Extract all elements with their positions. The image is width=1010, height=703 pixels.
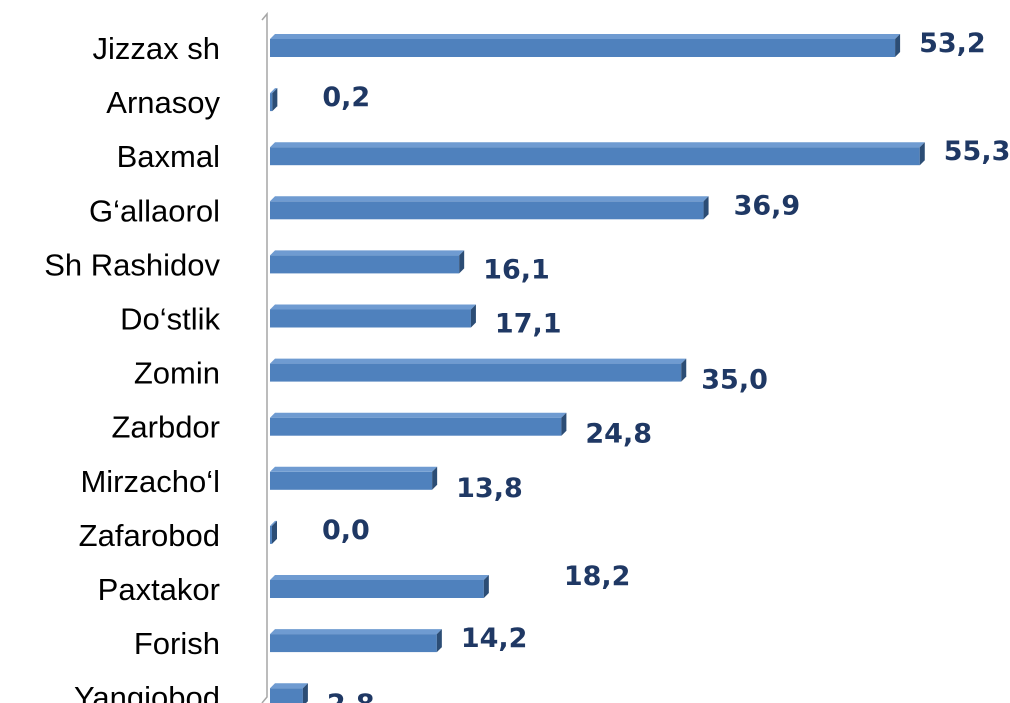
bar (270, 142, 925, 166)
bar-face (270, 147, 920, 166)
category-label: Zarbdor (111, 410, 220, 445)
category-label: Zafarobod (79, 518, 220, 553)
value-label: 36,9 (734, 190, 801, 221)
bar (270, 520, 277, 544)
value-axis-wall (261, 11, 268, 703)
bar-side (919, 142, 925, 166)
bar (270, 629, 442, 653)
bar-top (270, 683, 308, 689)
category-label: Jizzax sh (93, 31, 220, 66)
bar-top (270, 466, 438, 472)
value-label: 35,0 (701, 365, 768, 396)
bar (270, 466, 438, 490)
bar-face (270, 255, 460, 274)
bar-side (895, 34, 901, 57)
value-label: 53,2 (919, 28, 986, 59)
bar-face (270, 525, 272, 544)
bar (270, 412, 567, 436)
category-label: Baxmal (117, 139, 220, 174)
bar-side (272, 520, 277, 544)
bar-side (432, 466, 438, 490)
value-label: 14,2 (461, 623, 528, 654)
bar-face (270, 309, 471, 328)
bar-face (270, 39, 896, 57)
bar-top (270, 412, 567, 418)
bar (270, 683, 308, 703)
bar-top (270, 304, 476, 310)
bar-side (561, 412, 567, 436)
value-label: 0,2 (322, 82, 370, 113)
bar-face (270, 688, 303, 703)
value-label: 24,8 (585, 419, 652, 450)
category-label: Mirzacho‘l (80, 464, 220, 499)
bar-side (459, 250, 465, 274)
labels-layer: Jizzax sh 53,2 Arnasoy 0,2 Baxmal 55,3 G‘allao… (44, 28, 1010, 703)
bar-top (270, 575, 489, 580)
bar-face (270, 417, 562, 436)
bar-top (270, 520, 277, 526)
bar-top (270, 629, 442, 635)
category-label: Zomin (134, 356, 220, 391)
bar-top (270, 142, 925, 148)
category-label: Paxtakor (98, 572, 220, 607)
bar (270, 575, 489, 598)
bar-face (270, 363, 682, 382)
category-label: G‘allaorol (89, 193, 220, 228)
bar-face (270, 580, 484, 598)
bar-side (436, 629, 442, 653)
bar-side (703, 196, 709, 220)
value-label: 17,1 (495, 309, 562, 340)
bar-side (272, 88, 278, 112)
bar-top (270, 250, 465, 256)
bar (270, 196, 709, 220)
bar-face (270, 201, 704, 220)
value-label: 2,8 (327, 689, 375, 703)
bar (270, 358, 687, 382)
value-label: 55,3 (944, 136, 1010, 167)
bar (270, 250, 465, 274)
bar-side (302, 683, 308, 703)
bar-top (270, 88, 278, 94)
bar-side (681, 358, 687, 382)
category-label: Arnasoy (106, 85, 220, 120)
bar (270, 304, 476, 328)
bar-top (270, 196, 709, 202)
bar (270, 88, 278, 112)
bar (270, 34, 901, 57)
bar-top (270, 34, 901, 39)
value-label: 18,2 (564, 561, 631, 592)
bar-face (270, 471, 433, 490)
category-label: Sh Rashidov (44, 247, 220, 282)
bar-top (270, 358, 687, 364)
bar-face (270, 93, 273, 112)
bars-layer (270, 34, 925, 703)
value-label: 13,8 (456, 473, 523, 504)
value-label: 16,1 (483, 254, 550, 285)
category-label: Forish (134, 626, 220, 661)
bar-side (483, 575, 489, 598)
axis-layer (261, 11, 268, 703)
bar-face (270, 634, 437, 653)
value-label: 0,0 (322, 515, 370, 546)
category-label: Yangiobod (74, 680, 220, 703)
category-label: Do‘stlik (120, 302, 220, 337)
bar-side (470, 304, 476, 328)
